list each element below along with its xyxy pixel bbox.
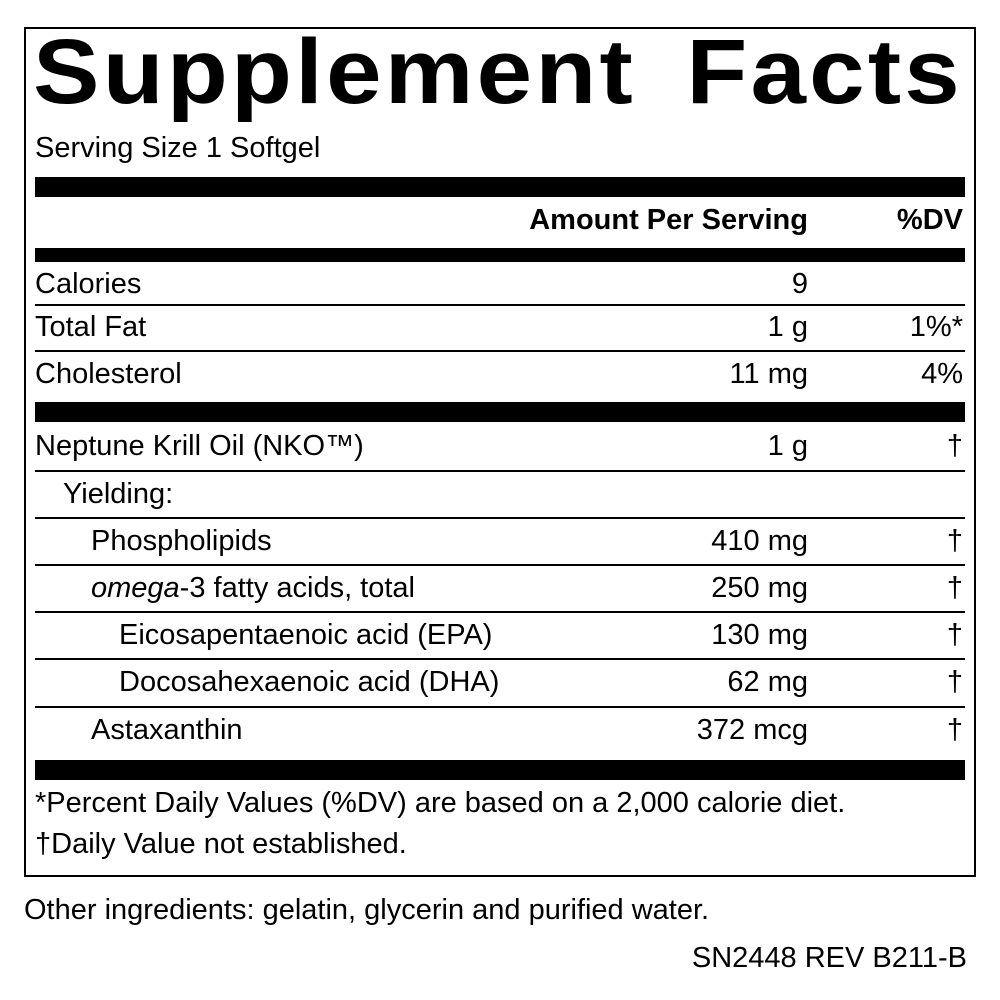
amount-header: Amount Per Serving	[529, 204, 808, 236]
ingredient-dv: †	[946, 572, 963, 604]
ingredient-dv: †	[946, 714, 963, 746]
other-ingredients: Other ingredients: gelatin, glycerin and…	[24, 894, 710, 926]
serving-size: Serving Size 1 Softgel	[35, 132, 321, 164]
ingredient-row-epa: Eicosapentaenoic acid (EPA) 130 mg †	[35, 612, 965, 658]
ingredient-row-omega3: omega-3 fatty acids, total 250 mg †	[35, 565, 965, 611]
nutrient-name: Calories	[35, 268, 142, 300]
ingredient-dv: †	[946, 666, 963, 698]
row-divider	[35, 564, 965, 566]
row-divider	[35, 658, 965, 660]
ingredient-row-yielding: Yielding:	[35, 471, 965, 517]
ingredient-dv: †	[946, 619, 963, 651]
ingredient-name: Yielding:	[63, 478, 174, 510]
supplement-facts-panel	[24, 27, 976, 877]
thick-divider	[35, 402, 965, 422]
nutrient-dv: 1%*	[909, 311, 963, 343]
nutrient-name: Cholesterol	[35, 358, 182, 390]
row-divider	[35, 350, 965, 352]
footnote-dv: *Percent Daily Values (%DV) are based on…	[35, 787, 846, 819]
ingredient-name: Eicosapentaenoic acid (EPA)	[119, 619, 493, 651]
nutrient-dv: 4%	[921, 358, 963, 390]
ingredient-name-italic: omega	[91, 572, 180, 604]
nutrient-amount: 11 mg	[729, 358, 808, 390]
ingredient-row-phospholipids: Phospholipids 410 mg †	[35, 518, 965, 564]
nutrient-row-total-fat: Total Fat 1 g 1%*	[35, 306, 965, 348]
product-code: SN2448 REV B211-B	[691, 942, 967, 974]
ingredient-row-astaxanthin: Astaxanthin 372 mcg †	[35, 707, 965, 753]
row-divider	[35, 611, 965, 613]
thick-divider	[35, 177, 965, 197]
dv-header: %DV	[896, 204, 963, 236]
ingredient-amount: 410 mg	[711, 525, 808, 557]
ingredient-amount: 372 mcg	[696, 714, 808, 746]
ingredient-row-dha: Docosahexaenoic acid (DHA) 62 mg †	[35, 659, 965, 705]
row-divider	[35, 706, 965, 708]
row-divider	[35, 517, 965, 519]
ingredient-amount: 250 mg	[711, 572, 808, 604]
nutrient-amount: 1 g	[767, 311, 808, 343]
ingredient-amount: 62 mg	[727, 666, 808, 698]
nutrient-row-calories: Calories 9	[35, 264, 965, 304]
ingredient-name: Neptune Krill Oil (NKO™)	[35, 430, 364, 462]
panel-title: Supplement Facts	[33, 21, 963, 123]
ingredient-dv: †	[946, 430, 963, 462]
ingredient-name: Phospholipids	[91, 525, 272, 557]
thick-divider	[35, 248, 965, 262]
ingredient-name: Docosahexaenoic acid (DHA)	[119, 666, 500, 698]
row-divider	[35, 304, 965, 306]
row-divider	[35, 470, 965, 472]
ingredient-dv: †	[946, 525, 963, 557]
footnote-dagger: †Daily Value not established.	[35, 828, 407, 860]
ingredient-amount: 130 mg	[711, 619, 808, 651]
nutrient-row-cholesterol: Cholesterol 11 mg 4%	[35, 352, 965, 396]
thick-divider	[35, 760, 965, 780]
ingredient-name: -3 fatty acids, total	[179, 572, 415, 604]
ingredient-amount: 1 g	[767, 430, 808, 462]
ingredient-row-krill-oil: Neptune Krill Oil (NKO™) 1 g †	[35, 423, 965, 469]
nutrient-amount: 9	[791, 268, 808, 300]
ingredient-name: Astaxanthin	[91, 714, 243, 746]
nutrient-name: Total Fat	[35, 311, 147, 343]
